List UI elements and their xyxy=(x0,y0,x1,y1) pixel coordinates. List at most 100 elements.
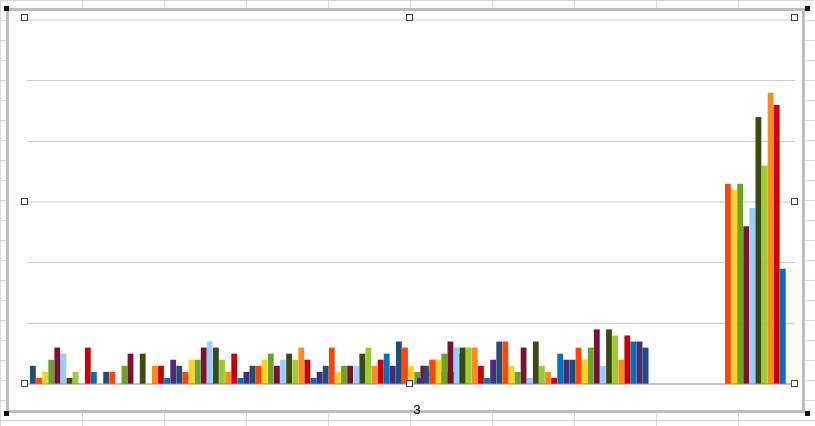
bar xyxy=(249,365,256,384)
chart-resize-handle-bottom-right[interactable] xyxy=(805,411,810,416)
bar xyxy=(359,353,366,384)
bar xyxy=(743,226,750,384)
selection-handle-top-right[interactable] xyxy=(791,14,798,21)
bar xyxy=(225,371,231,384)
bar xyxy=(779,268,786,384)
bar xyxy=(606,329,612,384)
bar xyxy=(274,365,280,384)
bar xyxy=(429,359,435,384)
bars xyxy=(30,92,786,385)
bar xyxy=(377,359,384,384)
bar xyxy=(335,371,341,384)
bar xyxy=(642,347,649,384)
bar xyxy=(545,371,551,384)
bar xyxy=(298,347,305,384)
bar xyxy=(36,377,42,384)
bar xyxy=(478,365,484,384)
bar xyxy=(121,365,128,384)
bar xyxy=(402,347,408,384)
bar xyxy=(383,353,390,384)
bar xyxy=(593,329,600,384)
bar xyxy=(761,165,768,384)
bar xyxy=(417,377,423,384)
bar xyxy=(72,371,79,384)
bar xyxy=(310,377,317,384)
bar xyxy=(182,371,189,384)
bar xyxy=(508,365,515,384)
bar xyxy=(447,341,454,384)
bar xyxy=(532,341,539,384)
bar xyxy=(237,377,244,384)
bar xyxy=(255,365,262,384)
bar xyxy=(441,353,448,384)
bar xyxy=(164,377,170,384)
bar xyxy=(389,365,396,384)
bar xyxy=(103,371,109,384)
bar xyxy=(261,359,268,384)
chart-resize-handle-top-left[interactable] xyxy=(4,6,9,11)
bar xyxy=(737,183,743,384)
bar xyxy=(459,347,466,384)
bar xyxy=(60,353,67,384)
bar xyxy=(243,371,250,384)
bar xyxy=(514,371,521,384)
bar xyxy=(267,353,274,384)
bar xyxy=(496,341,503,384)
bar xyxy=(219,359,225,384)
embedded-chart[interactable]: 3 xyxy=(6,8,808,417)
bar xyxy=(109,371,116,384)
bar xyxy=(569,359,576,384)
bar xyxy=(365,347,372,384)
selection-handle-bottom-middle[interactable] xyxy=(406,380,413,387)
selection-handle-top-left[interactable] xyxy=(21,14,28,21)
bar xyxy=(526,377,533,384)
bar xyxy=(213,347,219,384)
bar xyxy=(206,341,213,384)
bar xyxy=(587,347,594,384)
plot-area[interactable] xyxy=(9,11,808,416)
bar xyxy=(725,183,731,384)
bar xyxy=(231,353,238,384)
bar xyxy=(502,341,509,384)
bar xyxy=(30,365,36,384)
bar xyxy=(316,371,323,384)
bar xyxy=(435,359,442,384)
bar xyxy=(490,359,496,384)
bar xyxy=(453,347,460,384)
bar xyxy=(152,365,158,384)
bar xyxy=(575,347,582,384)
bar xyxy=(581,359,588,384)
chart-resize-handle-bottom-left[interactable] xyxy=(4,411,9,416)
bar xyxy=(353,365,360,384)
bar xyxy=(520,347,527,384)
selection-handle-bottom-right[interactable] xyxy=(791,380,798,387)
selection-handle-top-middle[interactable] xyxy=(406,14,413,21)
bar xyxy=(749,208,756,384)
bar xyxy=(280,359,286,384)
chart-resize-handle-top-right[interactable] xyxy=(805,6,810,11)
bar xyxy=(158,365,164,384)
selection-handle-middle-right[interactable] xyxy=(791,198,798,205)
bar xyxy=(66,377,73,384)
bar xyxy=(304,359,311,384)
bar xyxy=(170,359,177,384)
bar xyxy=(767,92,774,385)
bar xyxy=(630,341,637,384)
bar xyxy=(292,359,299,384)
bar xyxy=(423,365,429,384)
bar xyxy=(200,347,207,384)
bar xyxy=(773,104,780,385)
bar xyxy=(408,365,414,384)
bar xyxy=(539,365,545,384)
bar xyxy=(322,365,329,384)
bar xyxy=(563,359,570,384)
bar xyxy=(471,347,478,384)
bar xyxy=(42,371,48,384)
selection-handle-bottom-left[interactable] xyxy=(21,380,28,387)
bar xyxy=(48,359,55,384)
bar xyxy=(600,365,606,384)
bar xyxy=(328,347,335,384)
selection-handle-middle-left[interactable] xyxy=(21,198,28,205)
bar xyxy=(91,371,97,384)
bar xyxy=(612,335,618,384)
